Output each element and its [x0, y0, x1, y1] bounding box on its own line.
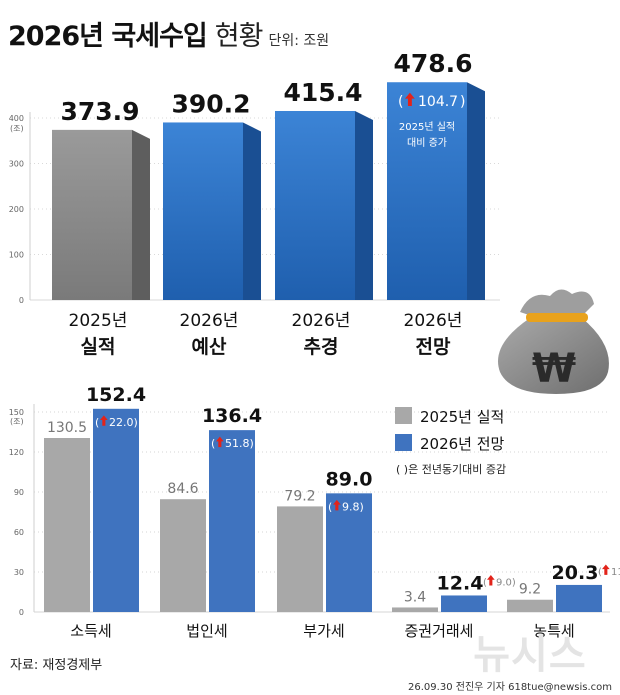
top-y-tick-200: 200: [9, 205, 24, 214]
bottom-category-3: 증권거래세: [404, 622, 473, 640]
bottom-category-0: 소득세: [70, 622, 111, 640]
bottom-y-tick-30: 30: [14, 568, 24, 577]
top-category-label-1: 예산: [192, 336, 227, 358]
bottom-y-tick-60: 60: [14, 528, 24, 537]
bottom-label-2026-4: 20.3: [552, 562, 599, 584]
bottom-bar-2025-2: [277, 506, 323, 612]
credit-line: 26.09.30 전진우 기자 618tue@newsis.com: [408, 682, 612, 693]
bottom-label-2026-3: 12.4: [437, 572, 484, 594]
bottom-change-open-paren-0: (: [95, 416, 99, 429]
top-value-label-1: 390.2: [171, 89, 250, 118]
top-y-tick-300: 300: [9, 160, 24, 169]
top-bar-side-1: [243, 122, 261, 300]
bottom-change-open-paren-4: (: [598, 567, 602, 578]
legend-label-2025: 2025년 실적: [420, 408, 504, 426]
bottom-change-open-paren-3: (: [483, 577, 487, 588]
top-bar-side-2: [355, 110, 373, 300]
bottom-y-tick-90: 90: [14, 488, 24, 497]
legend-label-2026: 2026년 전망: [420, 435, 505, 453]
money-bag-top: [520, 289, 594, 316]
legend-swatch-2025: [395, 407, 412, 424]
top-y-tick-0: 0: [19, 296, 24, 305]
top-y-tick-400: 400: [9, 114, 24, 123]
top-category-label-3: 전망: [416, 336, 451, 358]
top-category-year-3: 2026년: [404, 311, 463, 331]
bottom-label-2026-0: 152.4: [86, 384, 146, 406]
top-y-unit: (조): [10, 124, 24, 133]
top-category-label-0: 실적: [81, 336, 116, 358]
bottom-change-value-0: 22.0): [109, 416, 138, 429]
top-value-label-2: 415.4: [283, 78, 362, 107]
bottom-label-2026-2: 89.0: [326, 468, 373, 490]
top-bar-side-0: [132, 129, 150, 300]
bottom-y-unit: (조): [10, 417, 24, 426]
chart-title-suffix: 현황: [214, 21, 264, 52]
top-change-open-paren: (: [398, 94, 403, 110]
bottom-label-2025-0: 130.5: [47, 420, 87, 436]
bottom-category-2: 부가세: [303, 622, 344, 640]
bottom-label-2025-3: 3.4: [404, 589, 426, 605]
bottom-change-value-3: 9.0): [496, 577, 516, 588]
bottom-bar-2025-4: [507, 599, 553, 612]
chart-header: 2026년 국세수입 현황 단위: 조원: [8, 14, 329, 53]
top-value-label-0: 373.9: [60, 97, 139, 126]
top-value-label-3: 478.6: [393, 49, 472, 78]
bottom-change-value-1: 51.8): [225, 437, 254, 450]
top-category-label-2: 추경: [304, 336, 339, 358]
top-y-tick-100: 100: [9, 251, 24, 260]
bottom-bar-2025-0: [44, 438, 90, 612]
unit-label: 단위: 조원: [268, 33, 330, 49]
chart-title: 2026년 국세수입: [8, 21, 208, 52]
legend-swatch-2026: [395, 434, 412, 451]
bottom-category-4: 농특세: [533, 622, 574, 640]
bottom-change-up-arrow-4: [602, 564, 610, 575]
money-bag-icon: ₩: [498, 289, 609, 394]
bottom-change-value-4: 11.1): [611, 567, 620, 578]
bottom-change-up-arrow-0: [100, 415, 108, 426]
top-annotation-line2: 대비 증가: [407, 137, 447, 149]
bottom-change-value-2: 9.8): [342, 500, 364, 513]
top-change-value: 104.7: [418, 94, 458, 110]
won-symbol: ₩: [532, 346, 576, 392]
bottom-y-tick-150: 150: [9, 408, 24, 417]
top-annotation-line1: 2025년 실적: [399, 121, 455, 133]
top-change-close-paren: ): [460, 94, 465, 110]
bottom-change-up-arrow-2: [333, 499, 341, 511]
top-bar-side-3: [467, 82, 485, 300]
bottom-label-2026-1: 136.4: [202, 405, 262, 427]
newsis-watermark: 뉴시스: [473, 632, 586, 678]
top-category-year-2: 2026년: [292, 311, 351, 331]
bottom-y-tick-120: 120: [9, 448, 24, 457]
bottom-change-up-arrow-3: [487, 575, 495, 586]
bottom-change-open-paren-1: (: [211, 437, 215, 450]
top-bar-1: [163, 122, 243, 300]
top-bar-2: [275, 110, 355, 300]
top-change-up-arrow: [405, 92, 415, 106]
bottom-label-2025-1: 84.6: [167, 481, 198, 497]
top-bar-0: [52, 129, 132, 300]
bottom-category-1: 법인세: [186, 622, 227, 640]
bottom-change-up-arrow-1: [216, 436, 224, 448]
bottom-y-tick-0: 0: [19, 608, 24, 617]
money-bag-tie: [526, 313, 588, 322]
bottom-bar-2026-2: [326, 493, 372, 612]
top-category-year-0: 2025년: [69, 311, 128, 331]
top-category-year-1: 2026년: [180, 311, 239, 331]
bottom-bar-2026-1: [209, 430, 255, 612]
bottom-bar-2025-3: [392, 607, 438, 612]
money-bag-body: [498, 318, 609, 394]
bottom-change-open-paren-2: (: [328, 500, 332, 513]
bottom-bar-2025-1: [160, 499, 206, 612]
bottom-bar-2026-4: [556, 584, 602, 612]
legend-note: ( )은 전년동기대비 증감: [396, 463, 506, 476]
bottom-label-2025-2: 79.2: [284, 488, 315, 504]
bottom-bar-2026-0: [93, 408, 139, 612]
bottom-label-2025-4: 9.2: [519, 582, 541, 598]
top-bar-3: [387, 82, 467, 300]
bottom-bar-2026-3: [441, 595, 487, 612]
source-note: 자료: 재정경제부: [10, 658, 103, 673]
